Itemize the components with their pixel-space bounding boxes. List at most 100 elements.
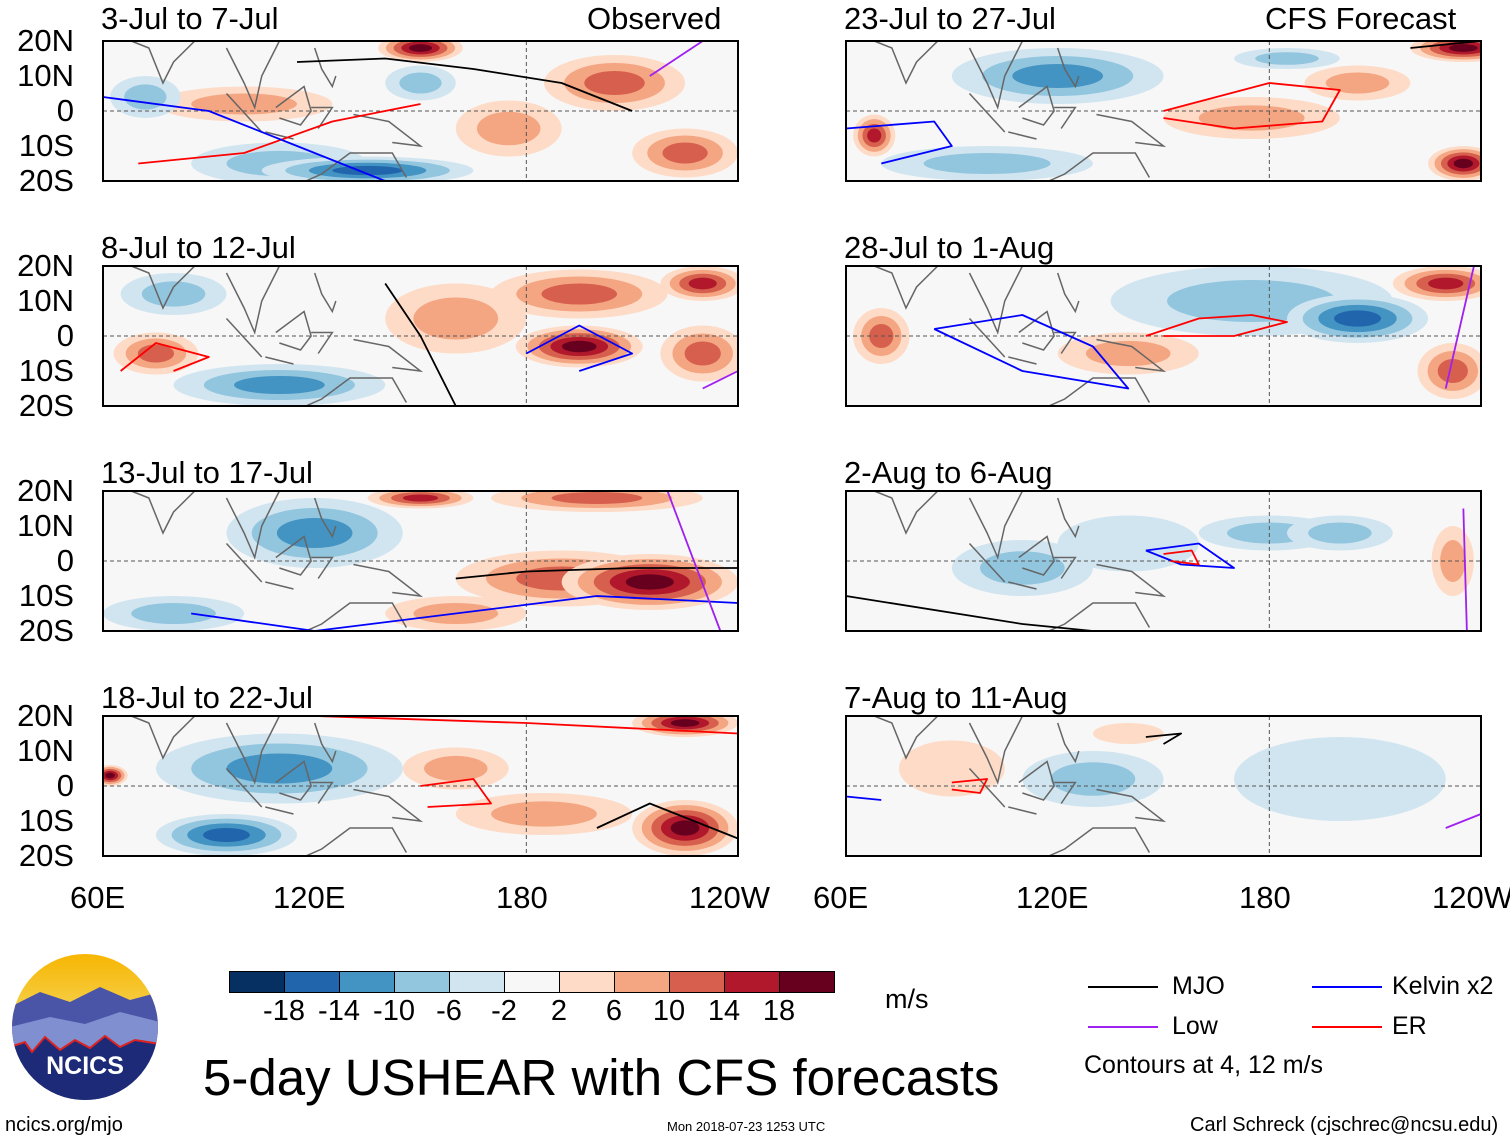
panel-frame — [845, 715, 1482, 857]
lat-label: 20N — [17, 698, 74, 733]
anomaly-shading — [191, 93, 298, 115]
lat-label: 10N — [17, 58, 74, 93]
coastline — [130, 490, 197, 535]
colorbar-tick-label: 18 — [762, 995, 796, 1027]
coastline — [301, 377, 408, 407]
coastline — [1096, 563, 1167, 598]
coastline — [1018, 85, 1055, 126]
coastline — [265, 806, 294, 815]
colorbar-swatch — [504, 971, 560, 993]
lat-label: 10S — [18, 128, 74, 163]
legend-low-label: Low — [1172, 1012, 1218, 1040]
coastline — [311, 556, 334, 579]
er-contour — [314, 715, 739, 735]
figure-title: 5-day USHEAR with CFS forecasts — [203, 1049, 1000, 1106]
er-contour — [420, 778, 492, 808]
anomaly-shading — [399, 72, 442, 94]
lat-label: 20S — [18, 613, 74, 648]
colorbar-swatch — [394, 971, 450, 993]
coastline — [225, 542, 263, 583]
mjo-contour — [596, 802, 739, 840]
lat-label: 20S — [18, 838, 74, 873]
anomaly-shading — [413, 297, 499, 340]
colorbar-swatch — [724, 971, 780, 993]
lat-label: 0 — [56, 318, 74, 353]
panel-frame — [845, 490, 1482, 632]
anomaly-shading — [898, 740, 1005, 797]
legend-er-label: ER — [1392, 1012, 1427, 1040]
anomaly-shading — [226, 753, 333, 784]
coastline — [873, 490, 940, 535]
coastline — [968, 92, 1006, 133]
coastline — [313, 47, 337, 89]
logo-text: NCICS — [46, 1052, 124, 1080]
kelvin-contour — [1145, 542, 1235, 569]
lat-label: 20N — [17, 23, 74, 58]
anomaly-shading — [424, 755, 488, 782]
coastline — [275, 310, 312, 351]
colorbar-units: m/s — [885, 984, 929, 1014]
coastline — [353, 113, 424, 148]
anomaly-shading — [561, 340, 597, 353]
panel-frame — [102, 40, 739, 182]
anomaly-shading — [670, 719, 700, 727]
lon-label-60e-right: 60E — [813, 880, 869, 915]
ncics-logo: NCICS — [12, 954, 158, 1100]
coastline — [1044, 377, 1151, 407]
coastline — [1018, 310, 1055, 351]
coastline — [1056, 272, 1080, 314]
coastline — [968, 40, 1024, 110]
anomaly-shading — [923, 153, 1051, 174]
legend-low-line — [1088, 1026, 1158, 1028]
kelvin-contour — [525, 324, 634, 372]
anomaly-shading — [670, 820, 700, 836]
anomaly-shading — [1453, 158, 1473, 169]
coastline — [130, 715, 197, 760]
kelvin-contour — [933, 314, 1130, 390]
anomaly-shading — [1440, 540, 1466, 582]
coastline — [313, 722, 337, 764]
legend-mjo-label: MJO — [1172, 972, 1225, 1000]
panel-title: 7-Aug to 11-Aug — [844, 680, 1068, 715]
legend-kelvin-line — [1312, 986, 1382, 988]
lat-label: 10N — [17, 508, 74, 543]
anomaly-shading — [124, 84, 167, 110]
coastline — [225, 265, 281, 335]
anomaly-shading — [491, 801, 597, 827]
colorbar-swatch — [284, 971, 340, 993]
colorbar-swatch — [669, 971, 725, 993]
anomaly-shading — [141, 281, 206, 307]
footer-url[interactable]: ncics.org/mjo — [5, 1114, 123, 1136]
map-panel — [102, 715, 739, 857]
coastline — [313, 497, 337, 539]
coastline — [873, 265, 940, 310]
anomaly-shading — [867, 128, 882, 143]
anomaly-shading — [688, 277, 717, 290]
panel-frame — [845, 40, 1482, 182]
coastline — [1054, 781, 1077, 804]
lat-label: 10N — [17, 733, 74, 768]
anomaly-shading — [1325, 72, 1390, 94]
coastline — [968, 317, 1006, 358]
colorbar-swatch — [559, 971, 615, 993]
coastline — [1008, 581, 1037, 590]
low-contour — [1445, 813, 1482, 829]
legend-kelvin-label: Kelvin x2 — [1392, 972, 1494, 1000]
anomaly-shading — [1092, 723, 1164, 744]
footer-author: Carl Schreck (cjschrec@ncsu.edu) — [1190, 1114, 1499, 1136]
anomaly-shading — [332, 165, 403, 176]
coastline — [275, 760, 312, 801]
mjo-contour — [455, 567, 738, 580]
anomaly-shading — [662, 142, 708, 164]
coastline — [1018, 535, 1055, 576]
panel-frame — [102, 265, 739, 407]
panel-title: 23-Jul to 27-Jul — [844, 1, 1056, 36]
anomaly-shading — [402, 494, 439, 502]
mjo-contour — [845, 595, 1094, 632]
anomaly-shading — [276, 518, 353, 548]
coastline — [225, 490, 281, 560]
lon-label-180-right: 180 — [1239, 880, 1291, 915]
lat-label: 0 — [56, 543, 74, 578]
forecast-label: CFS Forecast — [1265, 1, 1457, 36]
anomaly-shading — [1448, 44, 1478, 52]
